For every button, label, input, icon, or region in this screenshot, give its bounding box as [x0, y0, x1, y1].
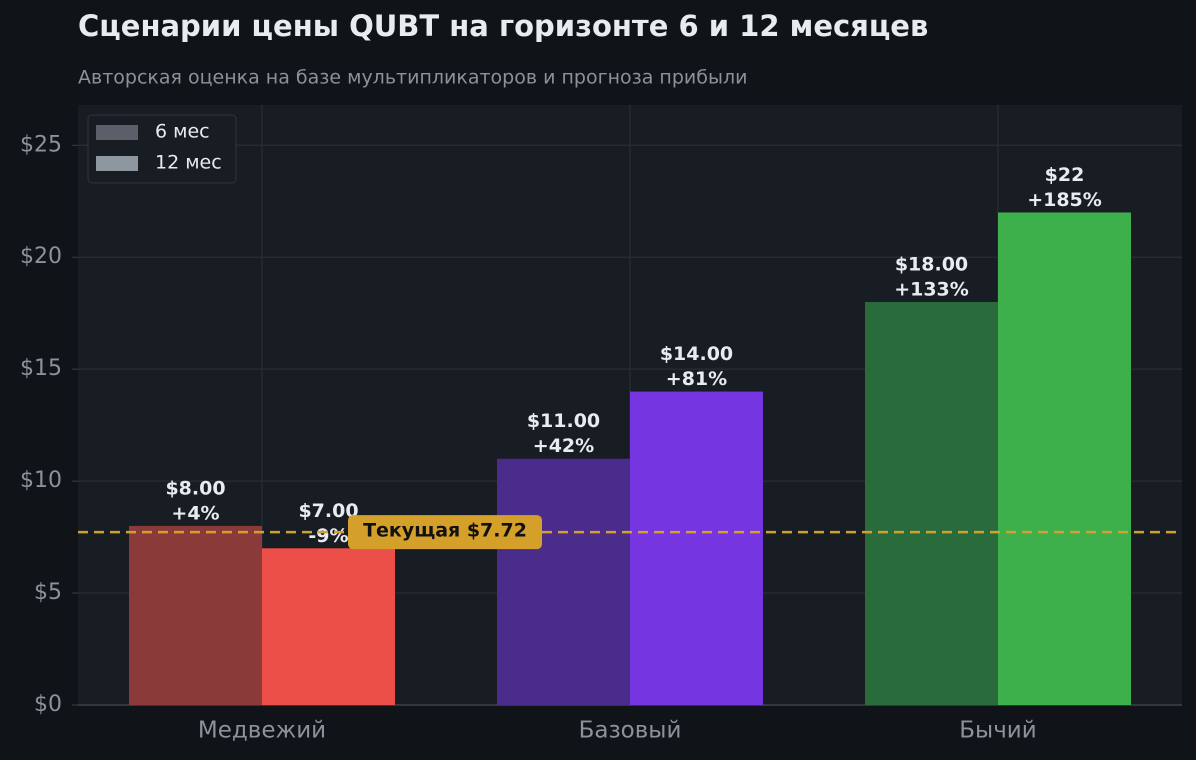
- bar: [630, 391, 763, 705]
- legend-label: 12 мес: [155, 152, 222, 174]
- y-tick-label: $20: [20, 244, 62, 269]
- legend-label: 6 мес: [155, 121, 210, 143]
- value-label: $8.00: [165, 477, 225, 499]
- x-tick-label: Базовый: [579, 718, 682, 744]
- value-label: $11.00: [527, 410, 600, 432]
- y-tick-label: $10: [20, 468, 62, 493]
- x-tick-label: Бычий: [959, 718, 1036, 744]
- value-label: $7.00: [298, 500, 358, 522]
- change-label: +133%: [894, 279, 969, 301]
- y-tick-label: $0: [34, 692, 62, 717]
- overlay: $8.00 +4% $11.00 +42% $18.00 +133% $7.00 -9% $14…: [78, 114, 1182, 550]
- chart-title: Сценарии цены QUBT на горизонте 6 и 12 м…: [78, 9, 928, 43]
- y-tick-label: $5: [34, 580, 62, 605]
- bar: [998, 212, 1131, 705]
- y-tick-label: $25: [20, 132, 62, 157]
- bar: [865, 302, 998, 705]
- x-tick-label: Медвежий: [198, 718, 326, 744]
- legend-swatch: [96, 156, 138, 171]
- change-label: +81%: [666, 368, 727, 390]
- change-label: +4%: [171, 502, 219, 524]
- bar: [129, 525, 262, 705]
- y-tick-label: $15: [20, 356, 62, 381]
- bar: [497, 458, 630, 705]
- bars: [129, 212, 1131, 705]
- value-label: $14.00: [660, 343, 733, 365]
- change-label: +42%: [533, 435, 594, 457]
- chart-subtitle: Авторская оценка на базе мультипликаторо…: [78, 67, 747, 89]
- legend-swatch: [96, 125, 138, 140]
- current-price-label: Текущая $7.72: [363, 520, 527, 542]
- value-label: $18.00: [895, 254, 968, 276]
- value-label: $22: [1045, 164, 1085, 186]
- bar: [262, 548, 395, 705]
- change-label: -9%: [308, 525, 348, 547]
- current-price-badge: [348, 515, 542, 550]
- change-label: +185%: [1027, 189, 1102, 211]
